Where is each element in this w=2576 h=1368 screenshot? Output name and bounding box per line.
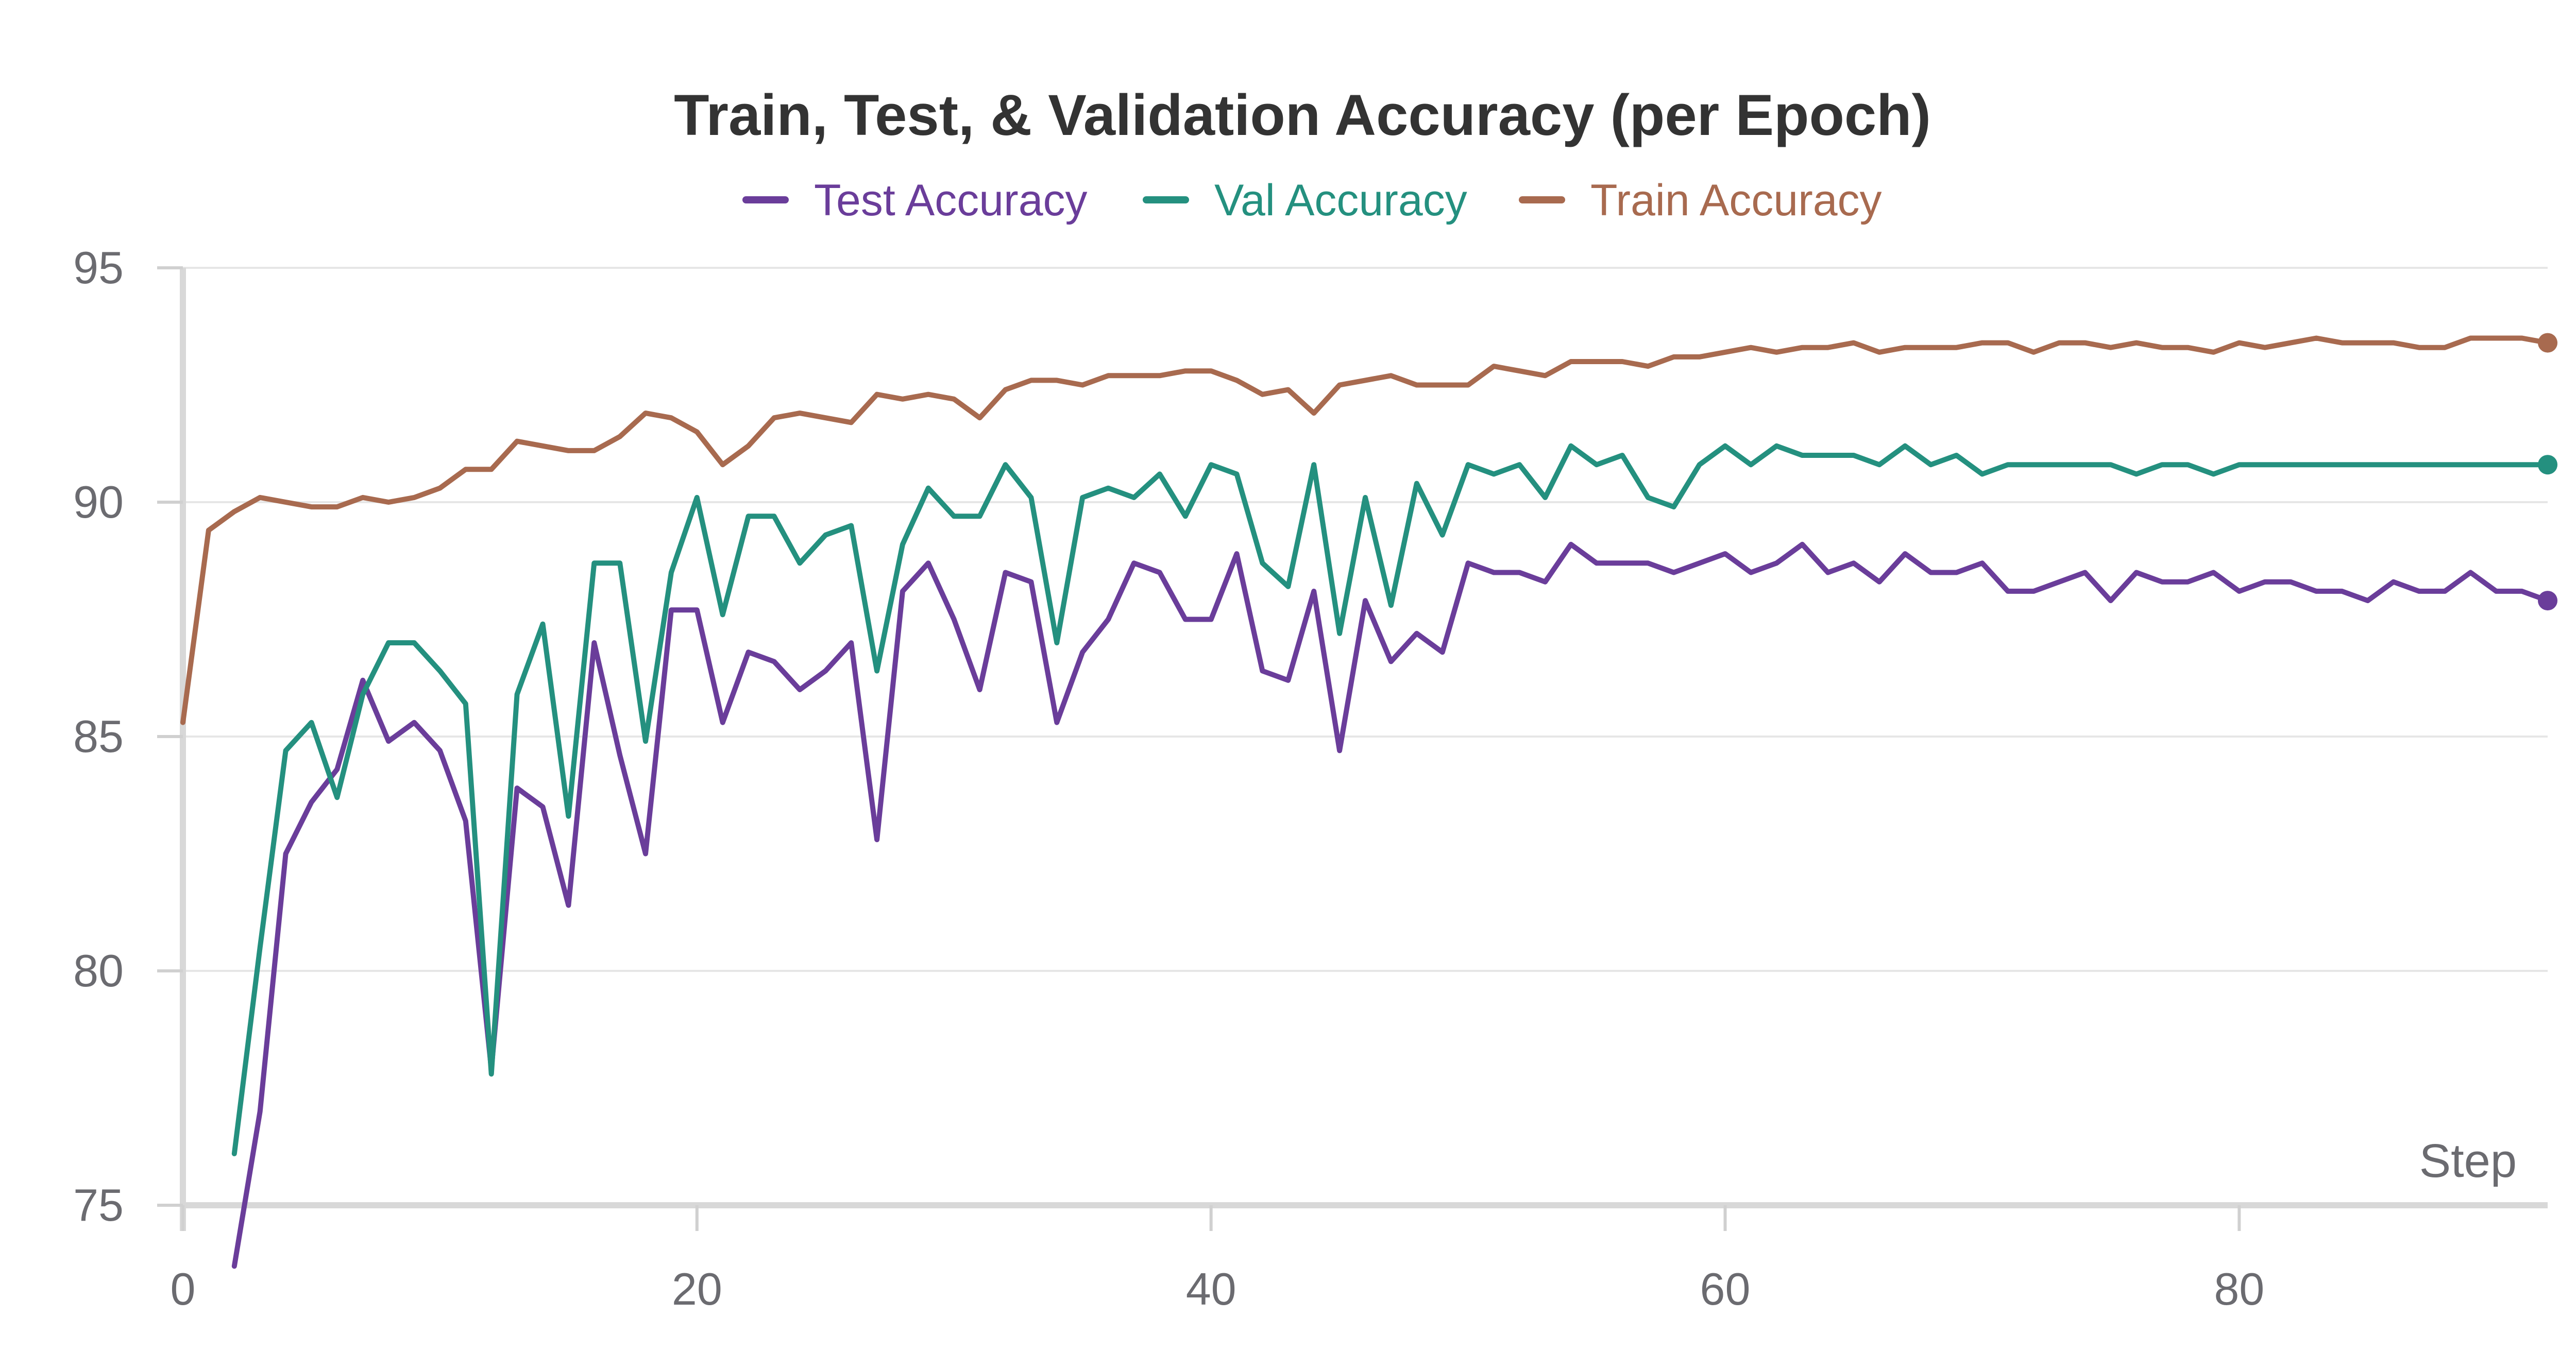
y-tick-label: 80 [73,945,124,996]
legend-label: Train Accuracy [1590,176,1882,225]
series-line-val-accuracy [231,443,2550,1156]
legend: Test Accuracy Val Accuracy Train Accuracy [742,176,1882,225]
series-end-marker-val-accuracy [2538,455,2557,475]
legend-item-val-accuracy: Val Accuracy [1143,176,1467,225]
x-tick-label: 60 [1700,1263,1751,1314]
legend-label: Test Accuracy [814,176,1088,225]
legend-label: Val Accuracy [1214,176,1467,225]
series-end-marker-train-accuracy [2538,333,2557,353]
series-line-train-accuracy [180,335,2550,725]
legend-item-test-accuracy: Test Accuracy [742,176,1088,225]
y-tick-label: 95 [73,242,124,293]
x-tick-label: 20 [672,1263,722,1314]
y-axis-ticks: 75 80 85 90 95 [73,242,183,1230]
axes [180,268,2548,1231]
legend-item-train-accuracy: Train Accuracy [1519,176,1882,225]
series-end-marker-test-accuracy [2538,591,2557,611]
x-axis-label: Step [2419,1135,2517,1187]
y-tick-label: 85 [73,711,124,762]
x-tick-label: 40 [1186,1263,1236,1314]
grid-lines [183,267,2548,1206]
x-tick-label: 0 [171,1263,196,1314]
series-layer [180,333,2557,1269]
y-tick-label: 75 [73,1179,124,1230]
series-line-test-accuracy [231,541,2550,1269]
y-tick-label: 90 [73,476,124,527]
chart-title: Train, Test, & Validation Accuracy (per … [674,83,1931,147]
x-tick-label: 80 [2214,1263,2264,1314]
series-lines [180,335,2550,1269]
x-axis-ticks: 0 20 40 60 80 [171,1205,2264,1314]
